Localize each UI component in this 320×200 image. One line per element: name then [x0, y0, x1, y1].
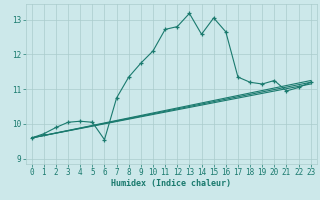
X-axis label: Humidex (Indice chaleur): Humidex (Indice chaleur)	[111, 179, 231, 188]
